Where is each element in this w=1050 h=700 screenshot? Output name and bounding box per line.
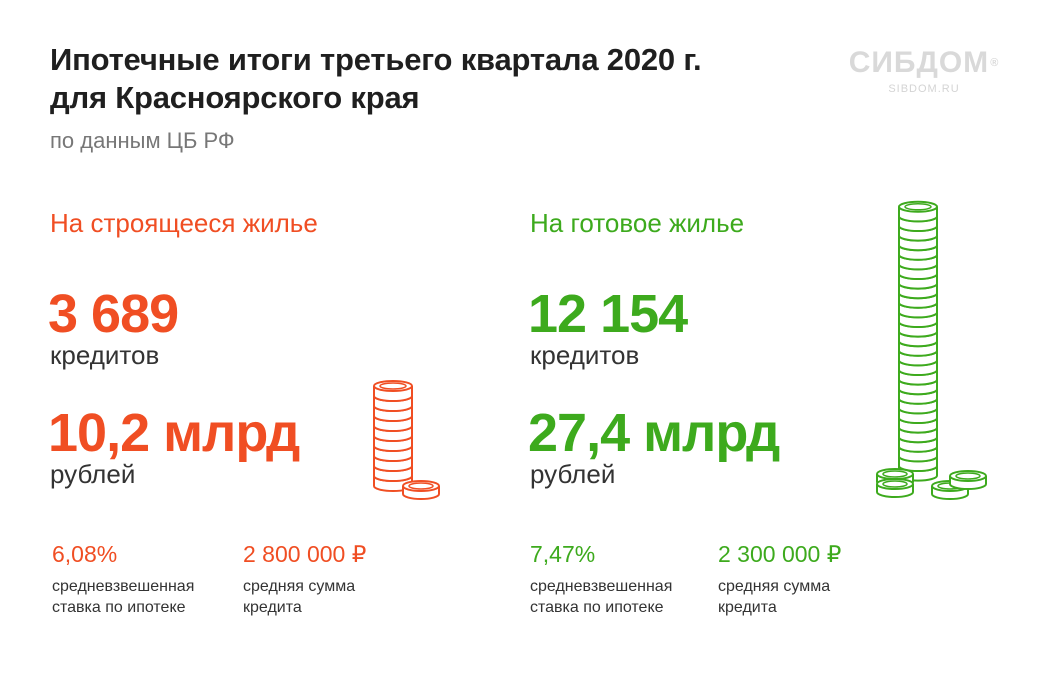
coin-icon — [949, 470, 987, 490]
loans-unit-resale: кредитов — [530, 340, 640, 370]
avg-sum-caption-line-2: кредита — [243, 599, 302, 616]
amount-unit-resale: рублей — [530, 459, 616, 489]
coin-stack-icon — [876, 200, 987, 500]
avg-sum-caption-new-build: средняя сумма кредита — [243, 576, 355, 618]
coin-icon — [898, 200, 938, 223]
loans-count-resale: 12 154 — [528, 284, 688, 344]
amount-resale: 27,4 млрд — [528, 403, 780, 463]
section-title-new-build: На строящееся жилье — [50, 208, 318, 238]
rate-caption-line-2: ставка по ипотеке — [52, 599, 186, 616]
logo-url: SIBDOM.RU — [888, 83, 960, 95]
logo-registered-mark: ® — [990, 57, 1000, 69]
page-subtitle: по данным ЦБ РФ — [50, 128, 235, 153]
title-line-1: Ипотечные итоги третьего квартала 2020 г… — [50, 42, 702, 77]
logo-wordmark: СИБДОМ® — [838, 46, 1010, 80]
loans-unit-new-build: кредитов — [50, 340, 160, 370]
rate-new-build: 6,08% — [52, 541, 118, 567]
avg-sum-resale: 2 300 000 ₽ — [718, 541, 842, 567]
logo-name: СИБДОМ — [848, 46, 990, 79]
title-line-2: для Красноярского края — [50, 80, 420, 115]
rate-caption-line-1: средневзвешенная — [530, 578, 673, 595]
amount-new-build: 10,2 млрд — [48, 403, 300, 463]
rate-caption-line-2: ставка по ипотеке — [530, 599, 664, 616]
sibdom-logo: СИБДОМ® SIBDOM.RU — [838, 46, 1010, 96]
avg-sum-new-build: 2 800 000 ₽ — [243, 541, 367, 567]
rate-resale: 7,47% — [530, 541, 596, 567]
coin-icon — [373, 380, 413, 402]
rate-caption-line-1: средневзвешенная — [52, 578, 195, 595]
coin-icon — [402, 480, 440, 500]
rate-caption-resale: средневзвешенная ставка по ипотеке — [530, 576, 672, 618]
avg-sum-caption-line-1: средняя сумма — [718, 578, 831, 595]
section-title-resale: На готовое жилье — [530, 208, 745, 238]
rate-caption-new-build: средневзвешенная ставка по ипотеке — [52, 576, 194, 618]
amount-unit-new-build: рублей — [50, 459, 136, 489]
avg-sum-caption-line-1: средняя сумма — [243, 578, 356, 595]
coin-stack-icon — [373, 380, 440, 500]
coin-icon — [876, 478, 914, 498]
page-title: Ипотечные итоги третьего квартала 2020 г… — [50, 41, 830, 117]
avg-sum-caption-line-2: кредита — [718, 599, 777, 616]
avg-sum-caption-resale: средняя сумма кредита — [718, 576, 830, 618]
loans-count-new-build: 3 689 — [48, 284, 179, 344]
